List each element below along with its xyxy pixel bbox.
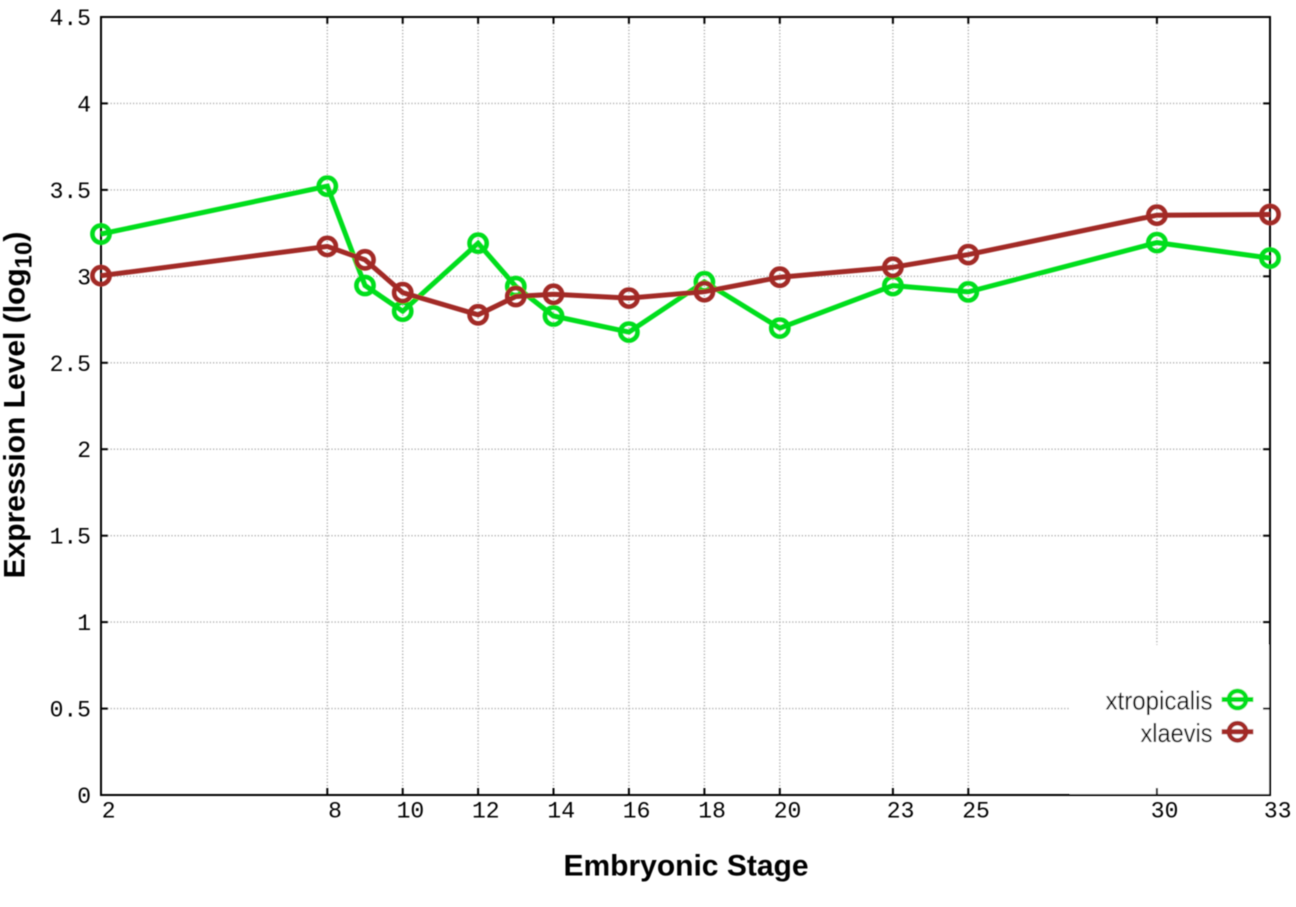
- svg-text:33: 33: [1264, 799, 1292, 825]
- svg-text:4.5: 4.5: [50, 6, 91, 32]
- svg-text:16: 16: [623, 799, 651, 825]
- svg-text:8: 8: [328, 799, 342, 825]
- svg-text:2: 2: [102, 799, 116, 825]
- svg-text:xtropicalis: xtropicalis: [1106, 686, 1213, 716]
- svg-text:1: 1: [77, 611, 91, 637]
- svg-text:18: 18: [698, 799, 726, 825]
- svg-text:Expression Level (log10): Expression Level (log10): [0, 232, 38, 579]
- svg-text:Embryonic Stage: Embryonic Stage: [563, 850, 808, 883]
- svg-text:20: 20: [774, 799, 802, 825]
- svg-text:1.5: 1.5: [50, 525, 91, 551]
- svg-text:3: 3: [77, 265, 91, 291]
- svg-text:xlaevis: xlaevis: [1141, 718, 1213, 748]
- svg-text:23: 23: [887, 799, 915, 825]
- svg-text:12: 12: [472, 799, 500, 825]
- svg-text:3.5: 3.5: [50, 179, 91, 205]
- svg-text:25: 25: [962, 799, 990, 825]
- svg-text:30: 30: [1151, 799, 1179, 825]
- svg-text:4: 4: [77, 92, 91, 118]
- svg-text:14: 14: [547, 799, 575, 825]
- svg-text:0: 0: [77, 784, 91, 810]
- svg-text:2: 2: [77, 438, 91, 464]
- svg-text:10: 10: [397, 799, 425, 825]
- svg-text:0.5: 0.5: [50, 698, 91, 724]
- svg-text:2.5: 2.5: [50, 352, 91, 378]
